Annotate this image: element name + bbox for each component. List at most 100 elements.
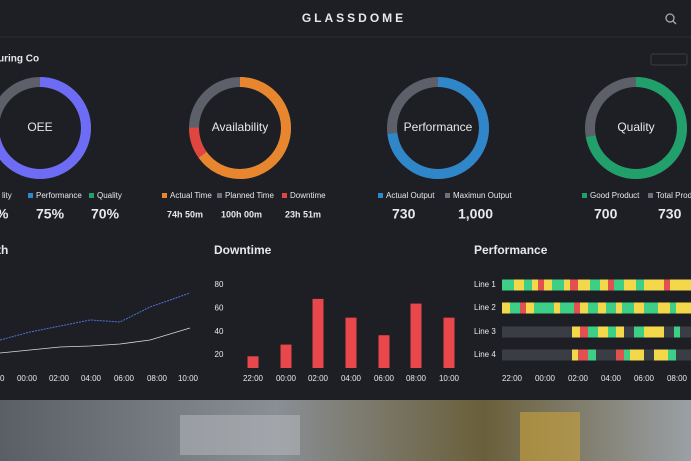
- status-segment: [588, 302, 598, 314]
- selector[interactable]: [650, 53, 688, 66]
- gauge-arc: [189, 77, 291, 179]
- status-segment: [616, 349, 624, 361]
- x-tick-label: 08:00: [406, 374, 427, 383]
- x-tick-label: 10:00: [178, 374, 199, 383]
- legend-swatch: [89, 193, 94, 198]
- status-segment: [674, 326, 680, 338]
- x-tick-label: 02:00: [49, 374, 70, 383]
- gauge-title: Performance: [404, 120, 473, 134]
- x-tick-label: 22:00: [502, 374, 523, 383]
- app-title: GLASSDOME: [302, 11, 406, 25]
- legend-label: Planned Time: [225, 191, 274, 200]
- legend-label: lity: [2, 191, 12, 200]
- search-icon[interactable]: [665, 13, 675, 23]
- status-segment: [634, 302, 644, 314]
- legend-swatch: [648, 193, 653, 198]
- x-tick-label: 04:00: [601, 374, 622, 383]
- status-segment: [502, 279, 514, 291]
- trend-line: [0, 327, 191, 354]
- status-segment: [572, 349, 578, 361]
- panel-title: Performance: [474, 243, 548, 257]
- status-segment: [544, 279, 552, 291]
- x-tick-label: 08:00: [667, 374, 688, 383]
- status-segment: [514, 279, 524, 291]
- status-segment: [676, 349, 691, 361]
- status-segment: [580, 302, 588, 314]
- status-segment: [614, 279, 624, 291]
- gauge-title: Quality: [617, 120, 654, 134]
- x-tick-label: 02:00: [308, 374, 329, 383]
- gauge-arc: [0, 77, 91, 179]
- photo-blur: [520, 412, 580, 461]
- bar: [345, 317, 357, 368]
- legend-value: 700: [594, 206, 618, 222]
- legend-label: Quality: [97, 191, 122, 200]
- status-segment: [520, 302, 526, 314]
- legend-value: 74h 50m: [167, 209, 203, 219]
- status-segment: [608, 326, 616, 338]
- trend-line: [0, 292, 191, 341]
- status-segment: [654, 349, 668, 361]
- status-segment: [526, 302, 534, 314]
- status-segment: [578, 279, 590, 291]
- status-segment: [636, 279, 644, 291]
- y-tick-label: 20: [215, 350, 224, 359]
- status-segment: [588, 326, 598, 338]
- status-segment: [670, 302, 676, 314]
- status-segment: [668, 349, 676, 361]
- status-segment: [534, 302, 554, 314]
- legend-value: 730: [392, 206, 416, 222]
- bar: [247, 356, 259, 368]
- row-label: Line 4: [474, 350, 496, 359]
- x-tick-label: 22:00: [243, 374, 264, 383]
- legend-swatch: [217, 193, 222, 198]
- status-segment: [624, 279, 636, 291]
- status-segment: [616, 326, 624, 338]
- status-segment: [664, 279, 670, 291]
- legend-value: 730: [658, 206, 682, 222]
- status-segment: [622, 302, 634, 314]
- status-segment: [502, 302, 510, 314]
- status-segment: [502, 326, 572, 338]
- gauge-arc: [387, 77, 489, 179]
- legend-swatch: [378, 193, 383, 198]
- x-tick-label: 00:00: [535, 374, 556, 383]
- legend-value: %: [0, 206, 9, 222]
- y-tick-label: 40: [215, 327, 224, 336]
- legend-swatch: [582, 193, 587, 198]
- legend-label: Performance: [36, 191, 82, 200]
- row-label: Line 3: [474, 327, 496, 336]
- status-segment: [596, 349, 616, 361]
- panel-title: Downtime: [214, 243, 272, 257]
- legend-swatch: [162, 193, 167, 198]
- status-segment: [664, 326, 674, 338]
- legend-value: 70%: [91, 206, 120, 222]
- status-segment: [644, 302, 658, 314]
- status-segment: [588, 349, 596, 361]
- status-segment: [532, 279, 538, 291]
- status-segment: [574, 302, 580, 314]
- status-segment: [598, 326, 608, 338]
- status-segment: [644, 326, 664, 338]
- company-name: uring Co: [0, 54, 39, 65]
- status-segment: [676, 302, 691, 314]
- status-segment: [600, 279, 608, 291]
- status-segment: [552, 279, 564, 291]
- status-segment: [608, 279, 614, 291]
- status-segment: [644, 349, 654, 361]
- status-segment: [644, 279, 664, 291]
- status-segment: [685, 279, 691, 291]
- status-segment: [502, 349, 572, 361]
- status-segment: [572, 326, 580, 338]
- y-tick-label: 80: [215, 280, 224, 289]
- legend-label: Actual Output: [386, 191, 435, 200]
- status-segment: [560, 302, 574, 314]
- legend-value: 1,000: [458, 206, 493, 222]
- legend-label: Maximun Output: [453, 191, 512, 200]
- gauge-title: OEE: [27, 120, 52, 134]
- x-tick-label: 06:00: [114, 374, 135, 383]
- bar: [443, 317, 455, 368]
- legend-swatch: [445, 193, 450, 198]
- status-segment: [680, 326, 691, 338]
- y-tick-label: 60: [215, 303, 224, 312]
